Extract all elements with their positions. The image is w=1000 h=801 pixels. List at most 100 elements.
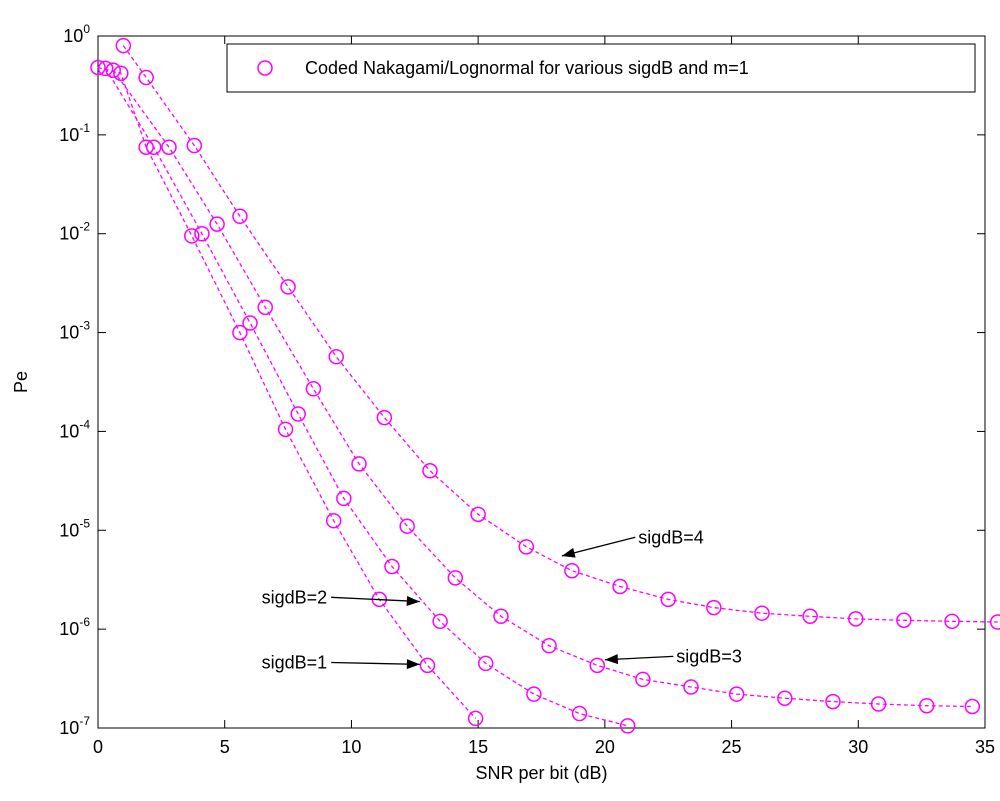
y-tick-label: 10-7 — [59, 714, 90, 738]
data-point — [848, 611, 864, 627]
data-point — [105, 62, 121, 79]
x-tick-label: 0 — [93, 737, 103, 757]
data-point — [97, 60, 114, 77]
data-point — [422, 463, 438, 479]
data-point — [541, 637, 557, 654]
annotation-arrow-line — [331, 596, 420, 603]
data-point — [944, 613, 960, 630]
data-point — [209, 216, 225, 232]
tick-labels: 0 5 10 15 20 25 30 35 100 10-1 10-2 10-3 10-4 10-5 10-… — [59, 22, 995, 757]
x-tick-label: 30 — [848, 737, 868, 757]
data-point — [115, 37, 132, 54]
data-point — [477, 655, 494, 672]
annotation-arrowhead — [561, 547, 576, 558]
x-tick-label: 35 — [975, 737, 995, 757]
series-2-line — [105, 68, 628, 727]
series-3-line — [112, 69, 973, 708]
data-point — [777, 690, 793, 706]
data-point — [635, 671, 651, 688]
data-point — [90, 59, 106, 76]
series-markers — [90, 37, 1000, 734]
annotations: sigdB=4 sigdB=3 sigdB=2 sigdB=1 — [262, 527, 742, 672]
annotation-label: sigdB=1 — [262, 652, 328, 672]
data-point — [589, 657, 606, 674]
data-point — [280, 279, 296, 295]
annotation-label: sigdB=3 — [676, 646, 742, 666]
data-point — [467, 710, 484, 727]
y-tick-label: 10-6 — [59, 615, 90, 639]
data-point — [138, 69, 154, 86]
legend-marker — [257, 60, 273, 76]
data-point — [325, 512, 342, 529]
data-point — [399, 518, 415, 534]
x-axis-label: SNR per bit (dB) — [475, 763, 607, 783]
data-point — [612, 578, 628, 595]
y-tick-label: 100 — [63, 22, 90, 46]
data-point — [186, 137, 203, 154]
data-point — [518, 539, 535, 555]
legend-box — [226, 43, 976, 93]
data-point — [870, 696, 887, 712]
legend-label: Coded Nakagami/Lognormal for various sig… — [305, 58, 749, 78]
data-point — [257, 299, 274, 316]
data-point — [619, 718, 636, 734]
y-tick-label: 10-3 — [59, 319, 90, 343]
legend: Coded Nakagami/Lognormal for various sig… — [226, 43, 976, 93]
x-tick-label: 25 — [722, 737, 742, 757]
annotation-arrowhead — [406, 595, 420, 606]
data-point — [564, 562, 580, 579]
series-1-line — [97, 66, 477, 719]
data-point — [896, 612, 912, 629]
data-point — [918, 697, 935, 714]
data-point — [706, 599, 722, 616]
data-point — [351, 456, 367, 472]
data-point — [384, 558, 400, 575]
y-tick-label: 10-2 — [59, 220, 90, 244]
data-point — [328, 348, 344, 365]
data-point — [754, 605, 770, 621]
y-axis-label: Pe — [11, 371, 31, 393]
data-point — [232, 208, 248, 225]
data-point — [989, 614, 1000, 630]
axis-ticks — [97, 35, 986, 729]
data-point — [161, 139, 177, 155]
data-point — [728, 686, 745, 702]
data-point — [802, 608, 818, 625]
data-point — [571, 705, 588, 722]
data-point — [964, 698, 981, 715]
data-point — [493, 608, 509, 625]
x-tick-label: 5 — [220, 737, 230, 757]
data-point — [419, 657, 436, 674]
data-point — [305, 381, 322, 397]
data-point — [146, 139, 162, 155]
data-point — [242, 315, 258, 331]
annotation-arrowhead — [406, 659, 420, 670]
data-point — [290, 406, 306, 422]
data-point — [113, 65, 129, 81]
x-tick-label: 10 — [341, 737, 361, 757]
data-point — [277, 421, 294, 438]
y-tick-label: 10-5 — [59, 516, 90, 540]
data-point — [184, 228, 200, 244]
data-point — [336, 490, 352, 507]
data-point — [447, 570, 464, 586]
annotation-arrowhead — [604, 654, 619, 665]
data-point — [194, 225, 210, 242]
y-tick-label: 10-1 — [59, 121, 90, 145]
plot-area — [97, 35, 986, 729]
data-point — [432, 613, 448, 630]
y-tick-label: 10-4 — [59, 417, 90, 441]
annotation-label: sigdB=2 — [262, 587, 328, 607]
x-tick-label: 20 — [595, 737, 615, 757]
data-point — [138, 139, 154, 155]
data-point — [376, 409, 393, 426]
data-point — [470, 506, 486, 523]
annotation-arrow-line — [331, 661, 420, 666]
data-point — [526, 686, 542, 702]
data-point — [232, 324, 248, 341]
data-point — [683, 679, 699, 695]
annotation-label: sigdB=4 — [638, 527, 704, 547]
data-point — [660, 591, 676, 608]
data-point — [825, 693, 841, 710]
